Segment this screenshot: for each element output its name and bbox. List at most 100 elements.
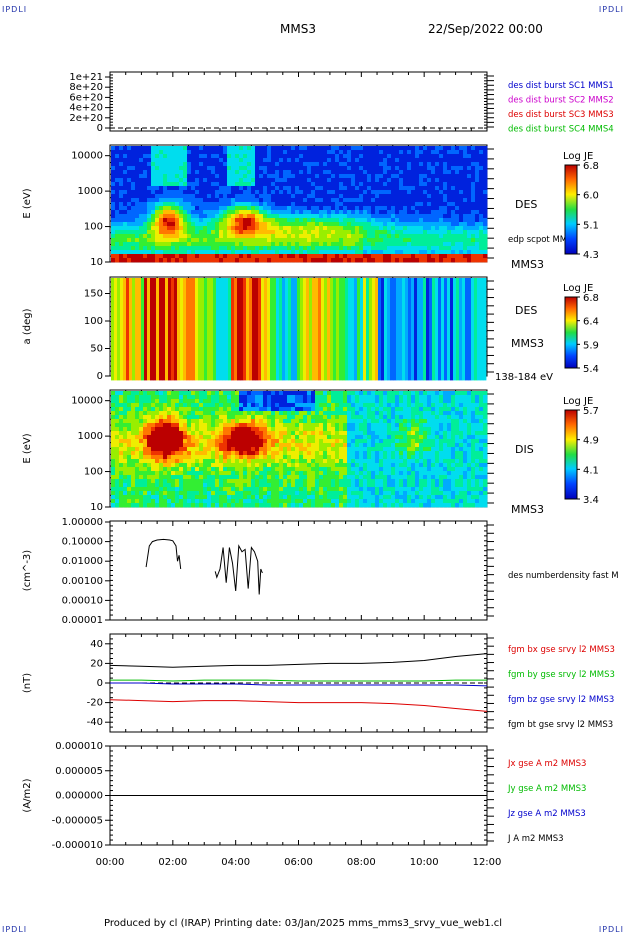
heatmap-cell bbox=[132, 362, 136, 369]
heatmap-cell bbox=[339, 284, 343, 291]
heatmap-cell bbox=[264, 374, 268, 381]
heatmap-cell bbox=[287, 206, 292, 211]
heatmap-cell bbox=[333, 290, 337, 297]
heatmap-cell bbox=[243, 170, 248, 175]
heatmap-cell bbox=[129, 314, 133, 321]
heatmap-cell bbox=[144, 320, 148, 327]
heatmap-cell bbox=[444, 302, 448, 309]
heatmap-cell bbox=[159, 250, 164, 255]
heatmap-cell bbox=[427, 178, 432, 183]
heatmap-cell bbox=[419, 226, 424, 231]
heatmap-cell bbox=[459, 150, 464, 155]
heatmap-cell bbox=[431, 234, 436, 239]
heatmap-cell bbox=[327, 254, 332, 259]
heatmap-cell bbox=[231, 186, 236, 191]
heatmap-cell bbox=[303, 356, 307, 363]
heatmap-cell bbox=[119, 178, 124, 183]
heatmap-cell bbox=[111, 174, 116, 179]
heatmap-cell bbox=[363, 238, 368, 243]
heatmap-cell bbox=[114, 302, 118, 309]
heatmap-cell bbox=[455, 146, 460, 151]
heatmap-cell bbox=[207, 178, 212, 183]
heatmap-cell bbox=[271, 154, 276, 159]
heatmap-cell bbox=[139, 222, 144, 227]
heatmap-cell bbox=[175, 258, 180, 263]
heatmap-cell bbox=[420, 296, 424, 303]
heatmap-cell bbox=[402, 302, 406, 309]
heatmap-cell bbox=[227, 146, 232, 151]
heatmap-cell bbox=[363, 350, 367, 357]
heatmap-cell bbox=[271, 158, 276, 163]
heatmap-cell bbox=[387, 150, 392, 155]
heatmap-cell bbox=[360, 320, 364, 327]
heatmap-cell bbox=[247, 198, 252, 203]
heatmap-cell bbox=[443, 154, 448, 159]
heatmap-cell bbox=[235, 202, 240, 207]
heatmap-cell bbox=[249, 356, 253, 363]
heatmap-cell bbox=[343, 158, 348, 163]
heatmap-cell bbox=[342, 284, 346, 291]
heatmap-cell bbox=[431, 182, 436, 187]
heatmap-cell bbox=[198, 290, 202, 297]
heatmap-cell bbox=[219, 230, 224, 235]
heatmap-cell bbox=[390, 326, 394, 333]
heatmap-cell bbox=[443, 194, 448, 199]
heatmap-cell bbox=[227, 206, 232, 211]
heatmap-cell bbox=[420, 350, 424, 357]
heatmap-cell bbox=[300, 356, 304, 363]
heatmap-cell bbox=[459, 198, 464, 203]
heatmap-cell bbox=[321, 284, 325, 291]
heatmap-cell bbox=[259, 150, 264, 155]
heatmap-cell bbox=[375, 146, 380, 151]
heatmap-cell bbox=[141, 350, 145, 357]
heatmap-cell bbox=[307, 182, 312, 187]
heatmap-cell bbox=[303, 162, 308, 167]
heatmap-cell bbox=[126, 350, 130, 357]
heatmap-cell bbox=[179, 174, 184, 179]
heatmap-cell bbox=[282, 332, 286, 339]
heatmap-cell bbox=[335, 174, 340, 179]
heatmap-cell bbox=[318, 278, 322, 285]
heatmap-cell bbox=[183, 258, 188, 263]
heatmap-cell bbox=[309, 368, 313, 375]
heatmap-cell bbox=[475, 222, 480, 227]
heatmap-cell bbox=[223, 210, 228, 215]
heatmap-cell bbox=[159, 254, 164, 259]
heatmap-cell bbox=[387, 320, 391, 327]
heatmap-cell bbox=[159, 242, 164, 247]
heatmap-cell bbox=[327, 344, 331, 351]
heatmap-cell bbox=[387, 146, 392, 151]
heatmap-cell bbox=[259, 202, 264, 207]
heatmap-cell bbox=[355, 158, 360, 163]
heatmap-cell bbox=[471, 158, 476, 163]
heatmap-cell bbox=[187, 242, 192, 247]
heatmap-cell bbox=[451, 234, 456, 239]
heatmap-cell bbox=[447, 296, 451, 303]
heatmap-cell bbox=[279, 162, 284, 167]
heatmap-cell bbox=[227, 238, 232, 243]
heatmap-cell bbox=[239, 218, 244, 223]
heatmap-cell bbox=[321, 368, 325, 375]
heatmap-cell bbox=[183, 186, 188, 191]
heatmap-cell bbox=[387, 186, 392, 191]
heatmap-cell bbox=[283, 258, 288, 263]
heatmap-cell bbox=[367, 190, 372, 195]
heatmap-cell bbox=[318, 362, 322, 369]
heatmap-cell bbox=[192, 326, 196, 333]
heatmap-cell bbox=[135, 158, 140, 163]
heatmap-cell bbox=[444, 356, 448, 363]
heatmap-cell bbox=[366, 314, 370, 321]
heatmap-cell bbox=[411, 290, 415, 297]
heatmap-cell bbox=[119, 222, 124, 227]
heatmap-cell bbox=[115, 258, 120, 263]
heatmap-cell bbox=[420, 290, 424, 297]
heatmap-cell bbox=[403, 158, 408, 163]
heatmap-cell bbox=[343, 234, 348, 239]
plot-date: 22/Sep/2022 00:00 bbox=[428, 22, 543, 36]
heatmap-cell bbox=[210, 374, 214, 381]
heatmap-cell bbox=[372, 290, 376, 297]
heatmap-cell bbox=[123, 308, 127, 315]
heatmap-cell bbox=[186, 374, 190, 381]
heatmap-cell bbox=[199, 258, 204, 263]
heatmap-cell bbox=[371, 222, 376, 227]
